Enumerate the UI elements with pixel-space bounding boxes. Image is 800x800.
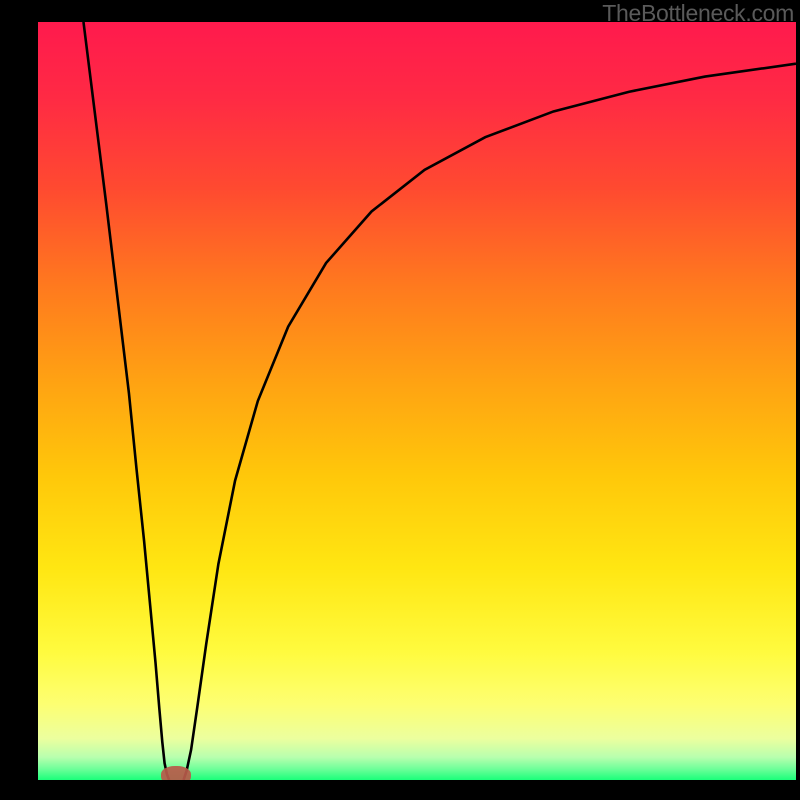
chart-container: TheBottleneck.com	[0, 0, 800, 800]
curve-left-segment	[83, 22, 169, 780]
plot-area	[38, 22, 796, 780]
bottleneck-curve	[38, 22, 796, 780]
curve-right-segment	[184, 64, 796, 780]
optimal-point-marker	[161, 766, 191, 780]
